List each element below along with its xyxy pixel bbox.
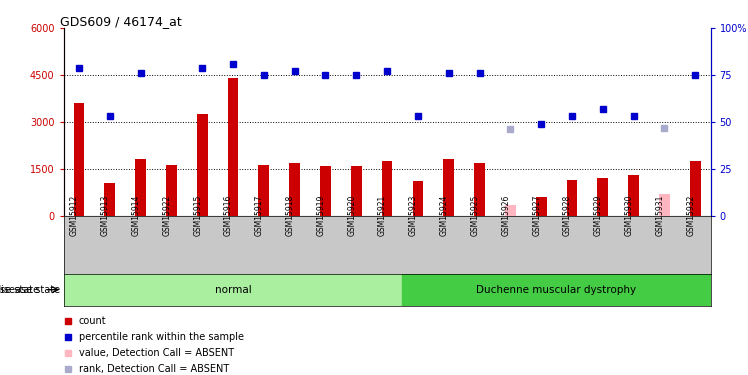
Bar [566, 180, 577, 216]
Bar [320, 166, 331, 216]
Bar [259, 165, 269, 216]
Text: normal: normal [215, 285, 251, 295]
Bar [105, 183, 115, 216]
Bar [381, 161, 393, 216]
Bar [73, 103, 85, 216]
Bar [227, 78, 239, 216]
Text: disease state: disease state [0, 285, 40, 295]
Bar [628, 175, 639, 216]
Bar [289, 163, 300, 216]
Bar [351, 166, 362, 216]
Bar [690, 161, 701, 216]
Text: disease state: disease state [0, 285, 60, 295]
Bar [659, 194, 669, 216]
Text: value, Detection Call = ABSENT: value, Detection Call = ABSENT [79, 348, 233, 358]
Bar [402, 274, 711, 306]
Text: rank, Detection Call = ABSENT: rank, Detection Call = ABSENT [79, 364, 229, 375]
Bar [505, 205, 515, 216]
Bar [474, 163, 485, 216]
Bar [598, 178, 608, 216]
Bar [197, 114, 208, 216]
Text: percentile rank within the sample: percentile rank within the sample [79, 332, 244, 342]
Bar [135, 159, 146, 216]
Bar [166, 165, 177, 216]
Bar [444, 159, 454, 216]
Bar [536, 197, 547, 216]
Bar [412, 181, 423, 216]
Bar [64, 274, 402, 306]
Text: GDS609 / 46174_at: GDS609 / 46174_at [61, 15, 182, 28]
Text: Duchenne muscular dystrophy: Duchenne muscular dystrophy [476, 285, 637, 295]
Text: count: count [79, 316, 106, 326]
